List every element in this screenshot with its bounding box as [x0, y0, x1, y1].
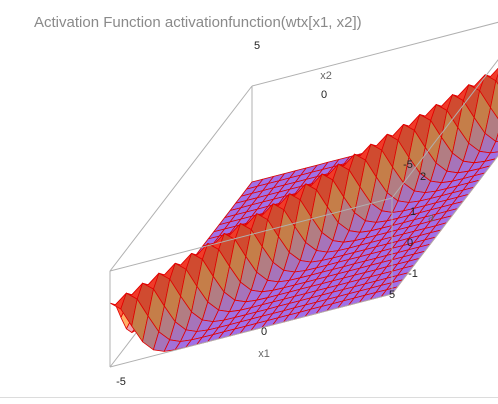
chart-title: Activation Function activationfunction(w…: [34, 14, 362, 31]
a-tick-0: 0: [407, 237, 413, 249]
surface-patch: [495, 132, 498, 143]
a-tick-2: 2: [420, 171, 426, 183]
box-edge: [109, 197, 393, 272]
box-edge: [391, 155, 498, 295]
x2-tick-5: 5: [254, 40, 260, 52]
a-tick-1: 1: [410, 206, 416, 218]
a-tick-neg1: -1: [408, 268, 418, 280]
bounding-box-front: [109, 59, 498, 368]
a-axis-label: a: [428, 212, 435, 224]
x2-axis-label: x2: [320, 70, 332, 82]
box-edge: [109, 293, 393, 368]
x1-tick-5: 5: [389, 289, 395, 301]
box-edge: [109, 85, 253, 272]
box-edge: [251, 21, 498, 87]
x1-axis-label: x1: [258, 348, 270, 360]
x1-tick-neg5: -5: [116, 376, 126, 388]
x1-tick-0: 0: [261, 326, 267, 338]
x2-tick-neg5: -5: [403, 159, 413, 171]
surface-patch: [495, 73, 498, 85]
x2-tick-0: 0: [321, 89, 327, 101]
surface-mesh: [109, 67, 498, 352]
box-edge: [391, 59, 498, 199]
footer-divider: [0, 397, 498, 398]
